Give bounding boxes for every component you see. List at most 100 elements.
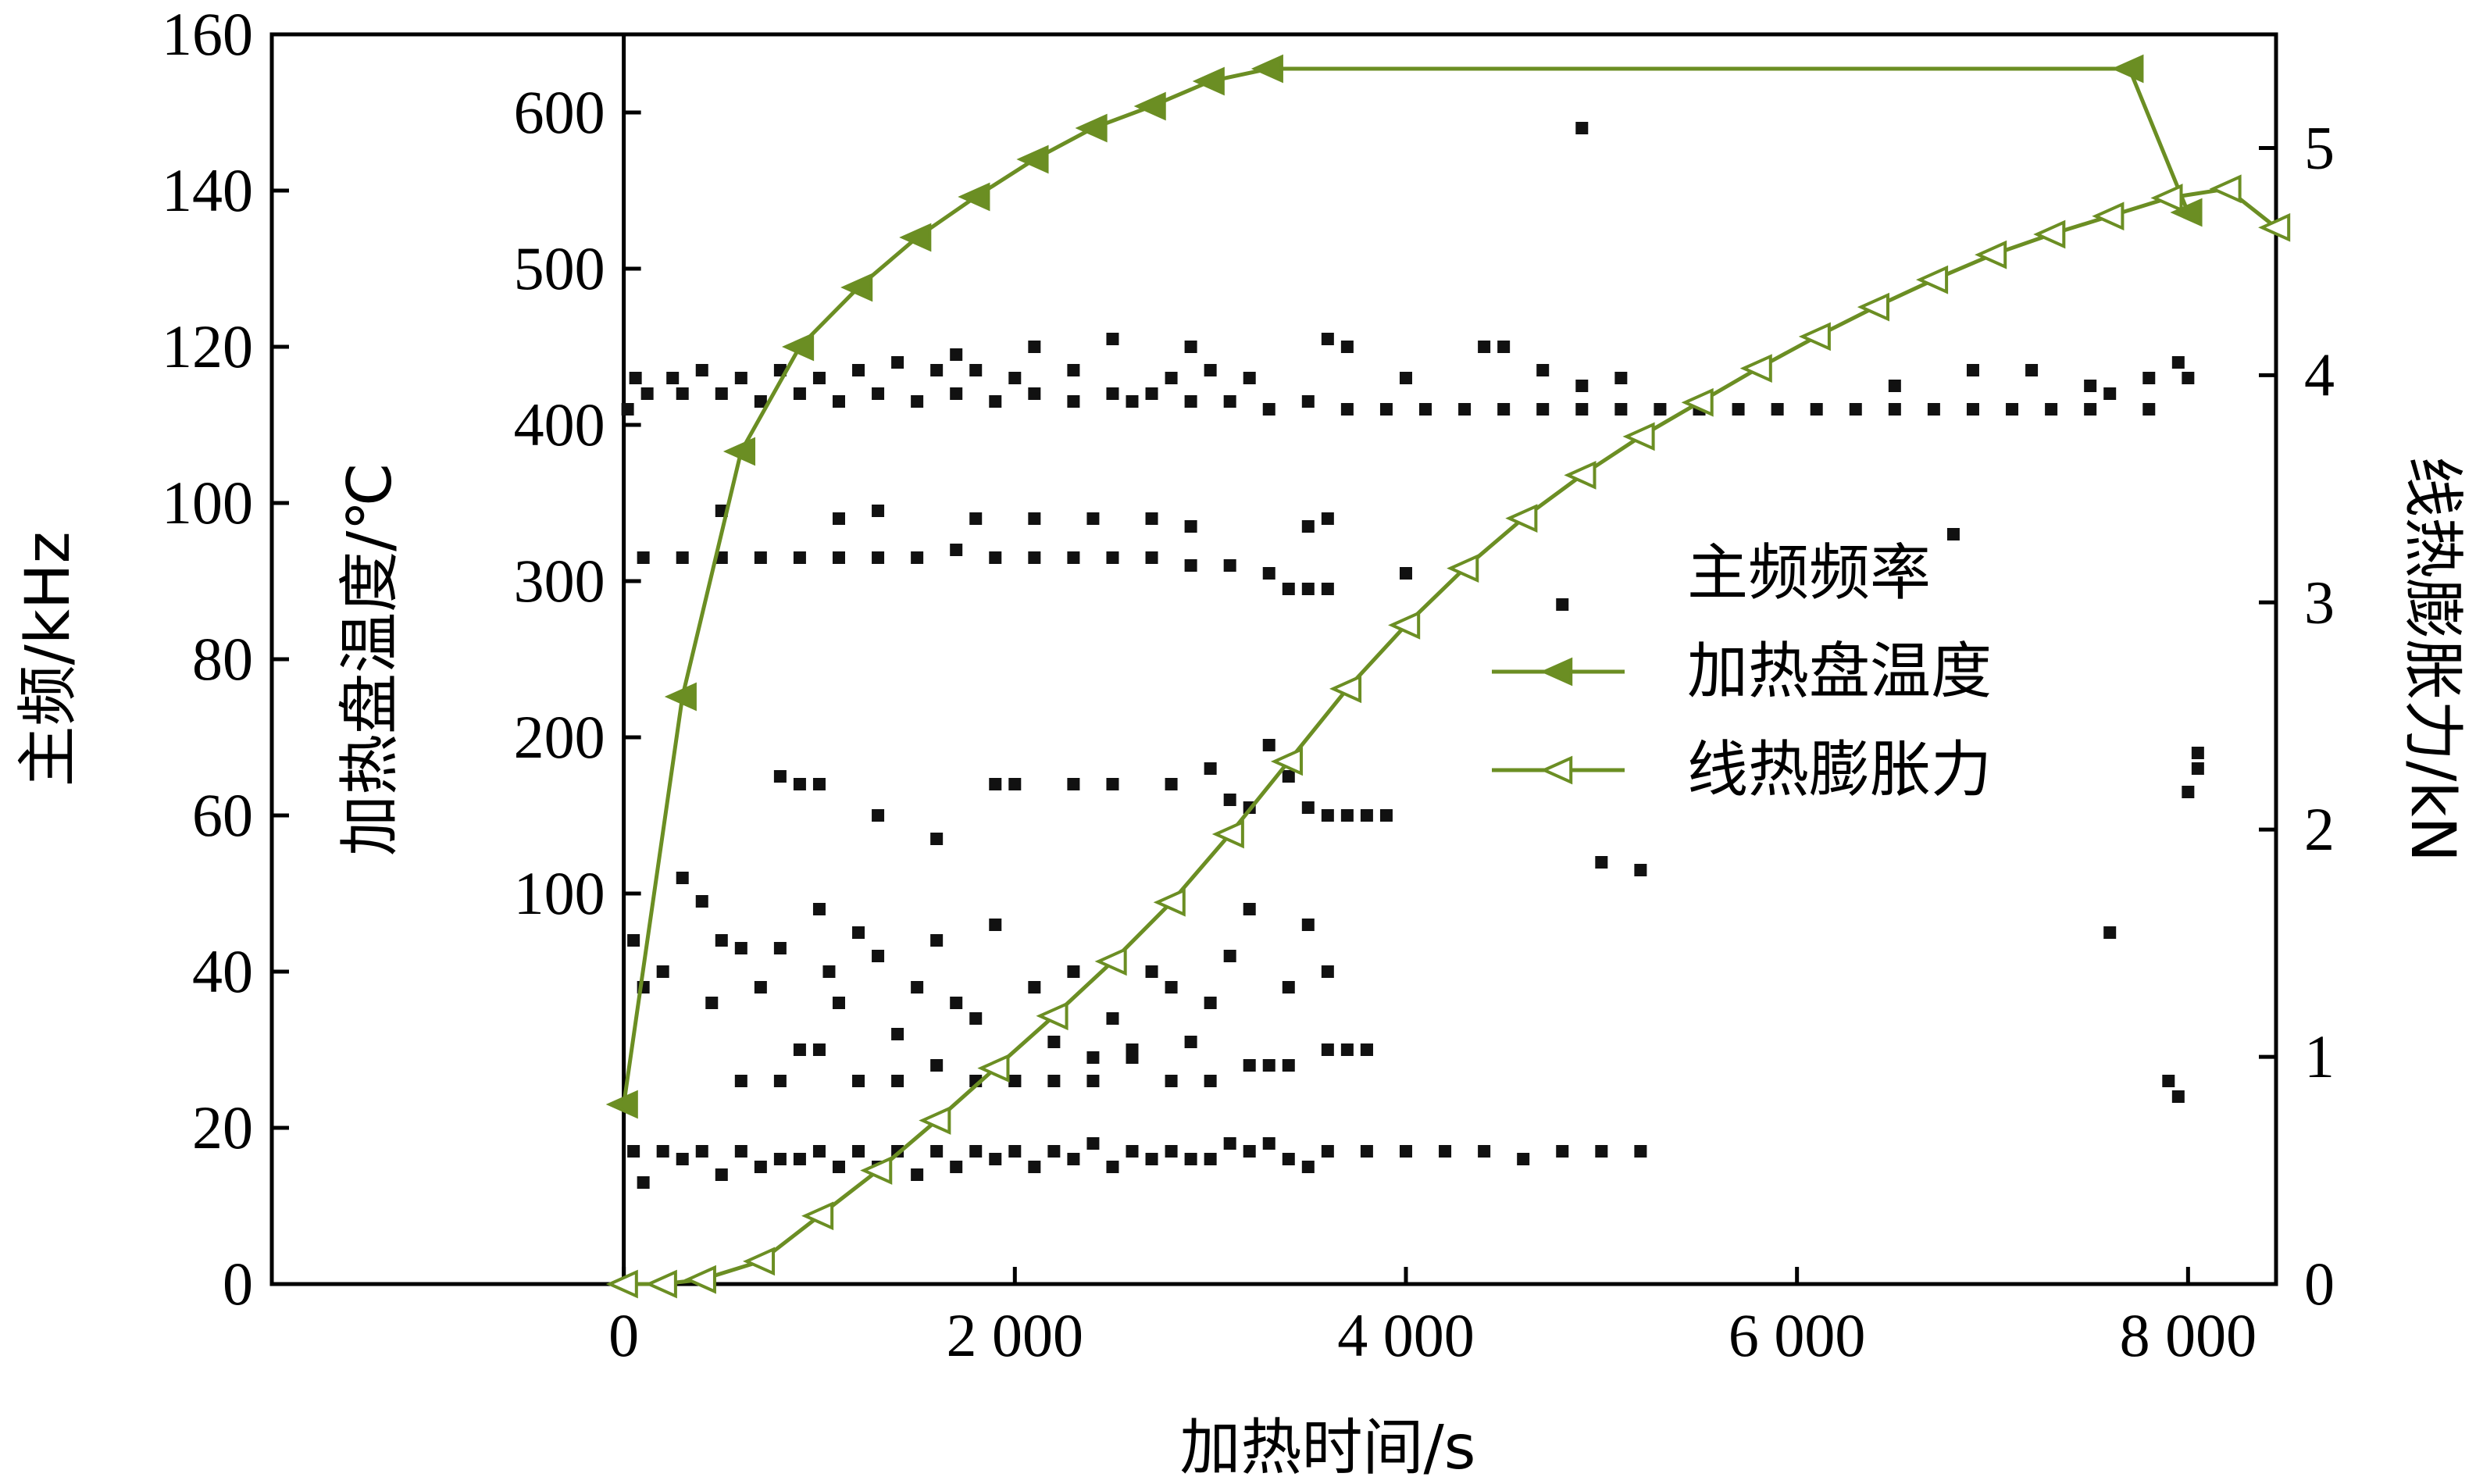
scatter-point — [1321, 512, 1334, 525]
scatter-point — [1204, 762, 1217, 775]
series-marker-1 — [1192, 66, 1225, 96]
y-left-outer-tick-label: 40 — [192, 937, 253, 1005]
scatter-point — [2006, 403, 2019, 416]
series-marker-2 — [1447, 554, 1479, 583]
scatter-point — [911, 1168, 924, 1181]
scatter-point — [2103, 387, 2117, 400]
scatter-point — [1321, 583, 1334, 595]
scatter-point — [969, 1012, 983, 1025]
lines-layer — [605, 54, 2291, 1299]
series-marker-2 — [1211, 819, 1244, 849]
scatter-point — [1008, 778, 1022, 790]
scatter-point — [754, 1161, 767, 1173]
scatter-point — [930, 1145, 944, 1158]
scatter-point — [627, 1145, 640, 1158]
scatter-point — [950, 1161, 963, 1173]
series-marker-1 — [2170, 198, 2203, 227]
scatter-point — [1321, 809, 1334, 822]
scatter-point — [1145, 387, 1158, 400]
scatter-point — [1575, 403, 1589, 416]
scatter-point — [2162, 1075, 2175, 1087]
series-marker-2 — [1564, 460, 1597, 490]
scatter-point — [1517, 1153, 1530, 1165]
scatter-point — [2084, 403, 2097, 416]
scatter-point — [1321, 1043, 1334, 1056]
scatter-point — [1966, 403, 1979, 416]
scatter-point — [1360, 1145, 1373, 1158]
y-left-inner-tick-label: 500 — [514, 234, 605, 302]
scatter-point — [2191, 747, 2204, 759]
scatter-point — [1360, 809, 1373, 822]
scatter-point — [1282, 583, 1295, 595]
scatter-point — [1106, 333, 1119, 345]
y-left-outer-tick-label: 20 — [192, 1093, 253, 1161]
scatter-point — [676, 387, 689, 400]
scatter-point — [621, 403, 634, 416]
scatter-point — [793, 1043, 806, 1056]
scatter-point — [1165, 1075, 1178, 1087]
y-left-outer-tick-label: 60 — [192, 781, 253, 849]
scatter-point — [1047, 1075, 1061, 1087]
scatter-point — [1321, 965, 1334, 978]
series-marker-2 — [919, 1106, 951, 1135]
scatter-point — [1575, 122, 1589, 134]
y-left-outer-tick-label: 140 — [162, 156, 253, 224]
scatter-point — [1126, 1051, 1139, 1064]
scatter-point — [1262, 739, 1275, 751]
scatter-point — [1654, 403, 1667, 416]
y-right-tick-label: 4 — [2304, 341, 2335, 408]
scatter-point — [1634, 864, 1647, 876]
scatter-point — [1301, 919, 1315, 931]
scatter-point — [872, 809, 885, 822]
scatter-point — [1399, 1145, 1412, 1158]
scatter-point — [1810, 403, 1823, 416]
scatter-point — [1223, 395, 1236, 408]
legend-label: 线热膨胀力 — [1687, 735, 1992, 805]
scatter-point — [1340, 341, 1354, 353]
scatter-point — [1184, 1036, 1197, 1048]
series-marker-2 — [742, 1247, 776, 1276]
scatter-point — [950, 544, 963, 556]
scatter-point — [989, 551, 1002, 564]
y-right-tick-label: 0 — [2304, 1250, 2335, 1318]
scatter-point — [1126, 1145, 1139, 1158]
y-left-outer-tick-label: 100 — [162, 469, 253, 537]
scatter-point — [1028, 512, 1041, 525]
series-marker-1 — [722, 437, 756, 466]
scatter-point — [793, 1153, 806, 1165]
scatter-point — [1497, 403, 1511, 416]
scatter-point — [1478, 341, 1491, 353]
series-marker-1 — [605, 1090, 638, 1119]
scatter-point — [1360, 1043, 1373, 1056]
series-marker-1 — [1250, 54, 1283, 84]
scatter-point — [2191, 762, 2204, 775]
scatter-point — [832, 551, 845, 564]
scatter-point — [754, 981, 767, 993]
series-marker-2 — [860, 1156, 893, 1185]
scatter-point — [1556, 598, 1569, 611]
scatter-point — [734, 942, 747, 954]
y-right-tick-label: 2 — [2304, 795, 2335, 863]
scatter-point — [1301, 520, 1315, 533]
scatter-point — [734, 1145, 747, 1158]
scatter-point — [1575, 380, 1589, 392]
scatter-point — [1888, 403, 1901, 416]
scatter-point — [1028, 981, 1041, 993]
scatter-point — [1223, 794, 1236, 806]
scatter-point — [1321, 1145, 1334, 1158]
scatter-point — [627, 934, 640, 947]
scatter-point — [1595, 856, 1608, 869]
scatter-point — [1399, 567, 1412, 580]
scatter-point — [1067, 778, 1080, 790]
series-marker-2 — [2033, 219, 2066, 249]
scatter-point — [1536, 403, 1550, 416]
series-marker-1 — [2111, 54, 2144, 84]
series-marker-2 — [1975, 240, 2007, 269]
scatter-point — [1184, 341, 1197, 353]
series-marker-2 — [1739, 354, 1772, 383]
scatter-point — [1732, 403, 1745, 416]
x-tick-label: 0 — [608, 1301, 639, 1369]
scatter-point — [2171, 1090, 2185, 1103]
